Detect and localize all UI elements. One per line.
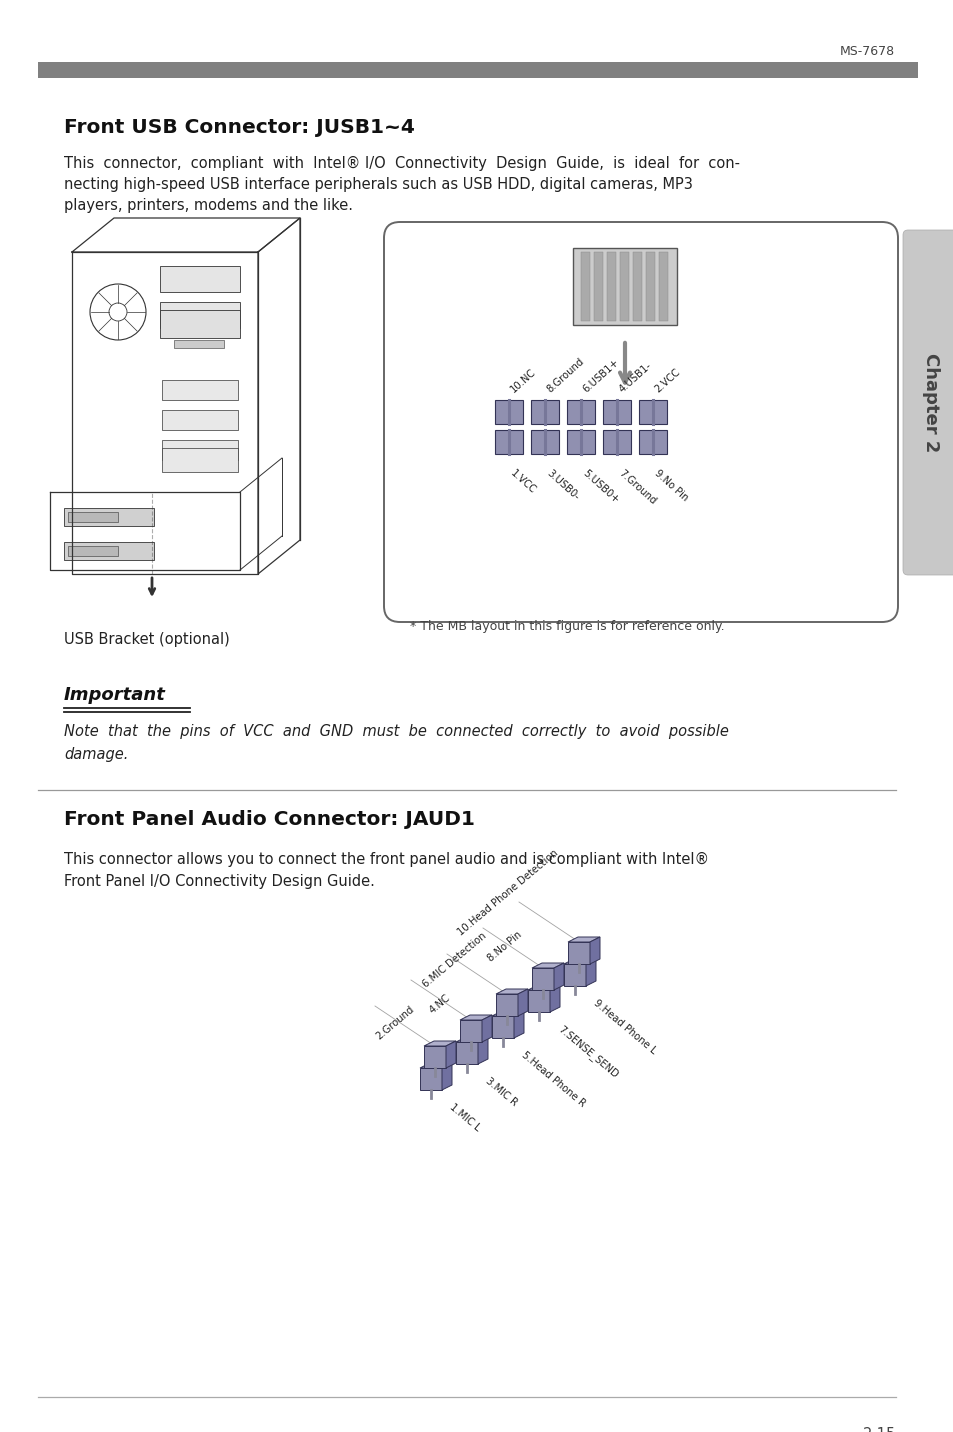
Polygon shape xyxy=(481,1015,492,1042)
Bar xyxy=(64,508,153,526)
Text: 9.No Pin: 9.No Pin xyxy=(652,468,690,503)
Polygon shape xyxy=(446,1041,456,1068)
Bar xyxy=(566,430,595,454)
Polygon shape xyxy=(554,962,563,990)
Text: 2.VCC: 2.VCC xyxy=(652,367,681,394)
Text: 2-15: 2-15 xyxy=(862,1428,895,1432)
Text: USB Bracket (optional): USB Bracket (optional) xyxy=(64,632,230,647)
Text: Important: Important xyxy=(64,686,166,705)
Polygon shape xyxy=(492,1015,514,1038)
Polygon shape xyxy=(585,959,596,987)
Bar xyxy=(580,252,589,321)
Text: players, printers, modems and the like.: players, printers, modems and the like. xyxy=(64,198,353,213)
Text: Front Panel I/O Connectivity Design Guide.: Front Panel I/O Connectivity Design Guid… xyxy=(64,874,375,889)
Bar xyxy=(160,302,240,328)
Text: 2.Ground: 2.Ground xyxy=(374,1004,416,1042)
Bar xyxy=(594,252,602,321)
Bar xyxy=(566,400,595,424)
Polygon shape xyxy=(423,1045,446,1068)
Text: * The MB layout in this figure is for reference only.: * The MB layout in this figure is for re… xyxy=(410,620,724,633)
Bar xyxy=(602,400,630,424)
Bar xyxy=(68,546,118,556)
Bar xyxy=(162,448,237,473)
Text: 6.USB1+: 6.USB1+ xyxy=(580,357,620,394)
Text: 7.SENSE_SEND: 7.SENSE_SEND xyxy=(556,1024,619,1081)
Text: 1.VCC: 1.VCC xyxy=(509,468,537,495)
Bar xyxy=(606,252,616,321)
Polygon shape xyxy=(567,942,589,964)
Text: 4.NC: 4.NC xyxy=(427,992,452,1015)
Bar xyxy=(162,440,237,460)
Bar xyxy=(639,400,666,424)
Polygon shape xyxy=(492,1011,523,1015)
Text: Front Panel Audio Connector: JAUD1: Front Panel Audio Connector: JAUD1 xyxy=(64,811,475,829)
Text: 9.Head Phone L: 9.Head Phone L xyxy=(592,998,658,1055)
Polygon shape xyxy=(527,990,550,1012)
Text: 10.NC: 10.NC xyxy=(509,367,537,394)
Polygon shape xyxy=(459,1020,481,1042)
Bar xyxy=(68,513,118,523)
Text: 8.No Pin: 8.No Pin xyxy=(486,929,523,964)
Text: 7.Ground: 7.Ground xyxy=(617,468,658,507)
Bar xyxy=(162,410,237,430)
Bar xyxy=(531,400,558,424)
Bar xyxy=(64,541,153,560)
Bar xyxy=(495,400,522,424)
Polygon shape xyxy=(423,1041,456,1045)
Bar xyxy=(160,266,240,292)
Bar xyxy=(162,379,237,400)
Polygon shape xyxy=(477,1037,488,1064)
Bar xyxy=(38,62,917,77)
Polygon shape xyxy=(496,994,517,1015)
Text: 4.USB1-: 4.USB1- xyxy=(617,359,653,394)
Bar xyxy=(173,339,224,348)
Text: 10.Head Phone Detection: 10.Head Phone Detection xyxy=(456,848,559,938)
Text: 8.Ground: 8.Ground xyxy=(544,355,585,394)
Polygon shape xyxy=(563,964,585,987)
Bar xyxy=(619,252,628,321)
Polygon shape xyxy=(456,1042,477,1064)
Bar xyxy=(633,252,641,321)
Polygon shape xyxy=(514,1011,523,1038)
Text: 5.USB0+: 5.USB0+ xyxy=(580,468,620,505)
Polygon shape xyxy=(532,962,563,968)
Text: Note  that  the  pins  of  VCC  and  GND  must  be  connected  correctly  to  av: Note that the pins of VCC and GND must b… xyxy=(64,725,728,739)
Bar xyxy=(602,430,630,454)
Text: 1.MIC L: 1.MIC L xyxy=(448,1103,482,1133)
Polygon shape xyxy=(589,937,599,964)
Text: This  connector,  compliant  with  Intel® I/O  Connectivity  Design  Guide,  is : This connector, compliant with Intel® I/… xyxy=(64,156,740,170)
Polygon shape xyxy=(527,985,559,990)
Text: 5.Head Phone R: 5.Head Phone R xyxy=(519,1050,587,1108)
Text: This connector allows you to connect the front panel audio and is compliant with: This connector allows you to connect the… xyxy=(64,852,708,866)
Bar xyxy=(495,430,522,454)
Polygon shape xyxy=(419,1063,452,1068)
Polygon shape xyxy=(567,937,599,942)
Text: MS-7678: MS-7678 xyxy=(839,44,894,59)
Polygon shape xyxy=(419,1068,441,1090)
Text: 3.MIC R: 3.MIC R xyxy=(483,1075,518,1108)
Polygon shape xyxy=(496,990,527,994)
Polygon shape xyxy=(563,959,596,964)
Polygon shape xyxy=(459,1015,492,1020)
Text: Front USB Connector: JUSB1~4: Front USB Connector: JUSB1~4 xyxy=(64,117,415,137)
Bar xyxy=(160,309,240,338)
Text: Chapter 2: Chapter 2 xyxy=(921,352,939,453)
Polygon shape xyxy=(456,1037,488,1042)
Bar xyxy=(573,248,677,325)
Text: necting high-speed USB interface peripherals such as USB HDD, digital cameras, M: necting high-speed USB interface periphe… xyxy=(64,178,692,192)
Bar xyxy=(659,252,667,321)
Text: 3.USB0-: 3.USB0- xyxy=(544,468,580,503)
Bar xyxy=(639,430,666,454)
Polygon shape xyxy=(517,990,527,1015)
Bar xyxy=(645,252,655,321)
FancyBboxPatch shape xyxy=(384,222,897,621)
Polygon shape xyxy=(441,1063,452,1090)
Text: 6.MIC Detection: 6.MIC Detection xyxy=(420,931,488,990)
FancyBboxPatch shape xyxy=(902,231,953,576)
Polygon shape xyxy=(532,968,554,990)
Polygon shape xyxy=(550,985,559,1012)
Bar xyxy=(531,430,558,454)
Text: damage.: damage. xyxy=(64,748,129,762)
